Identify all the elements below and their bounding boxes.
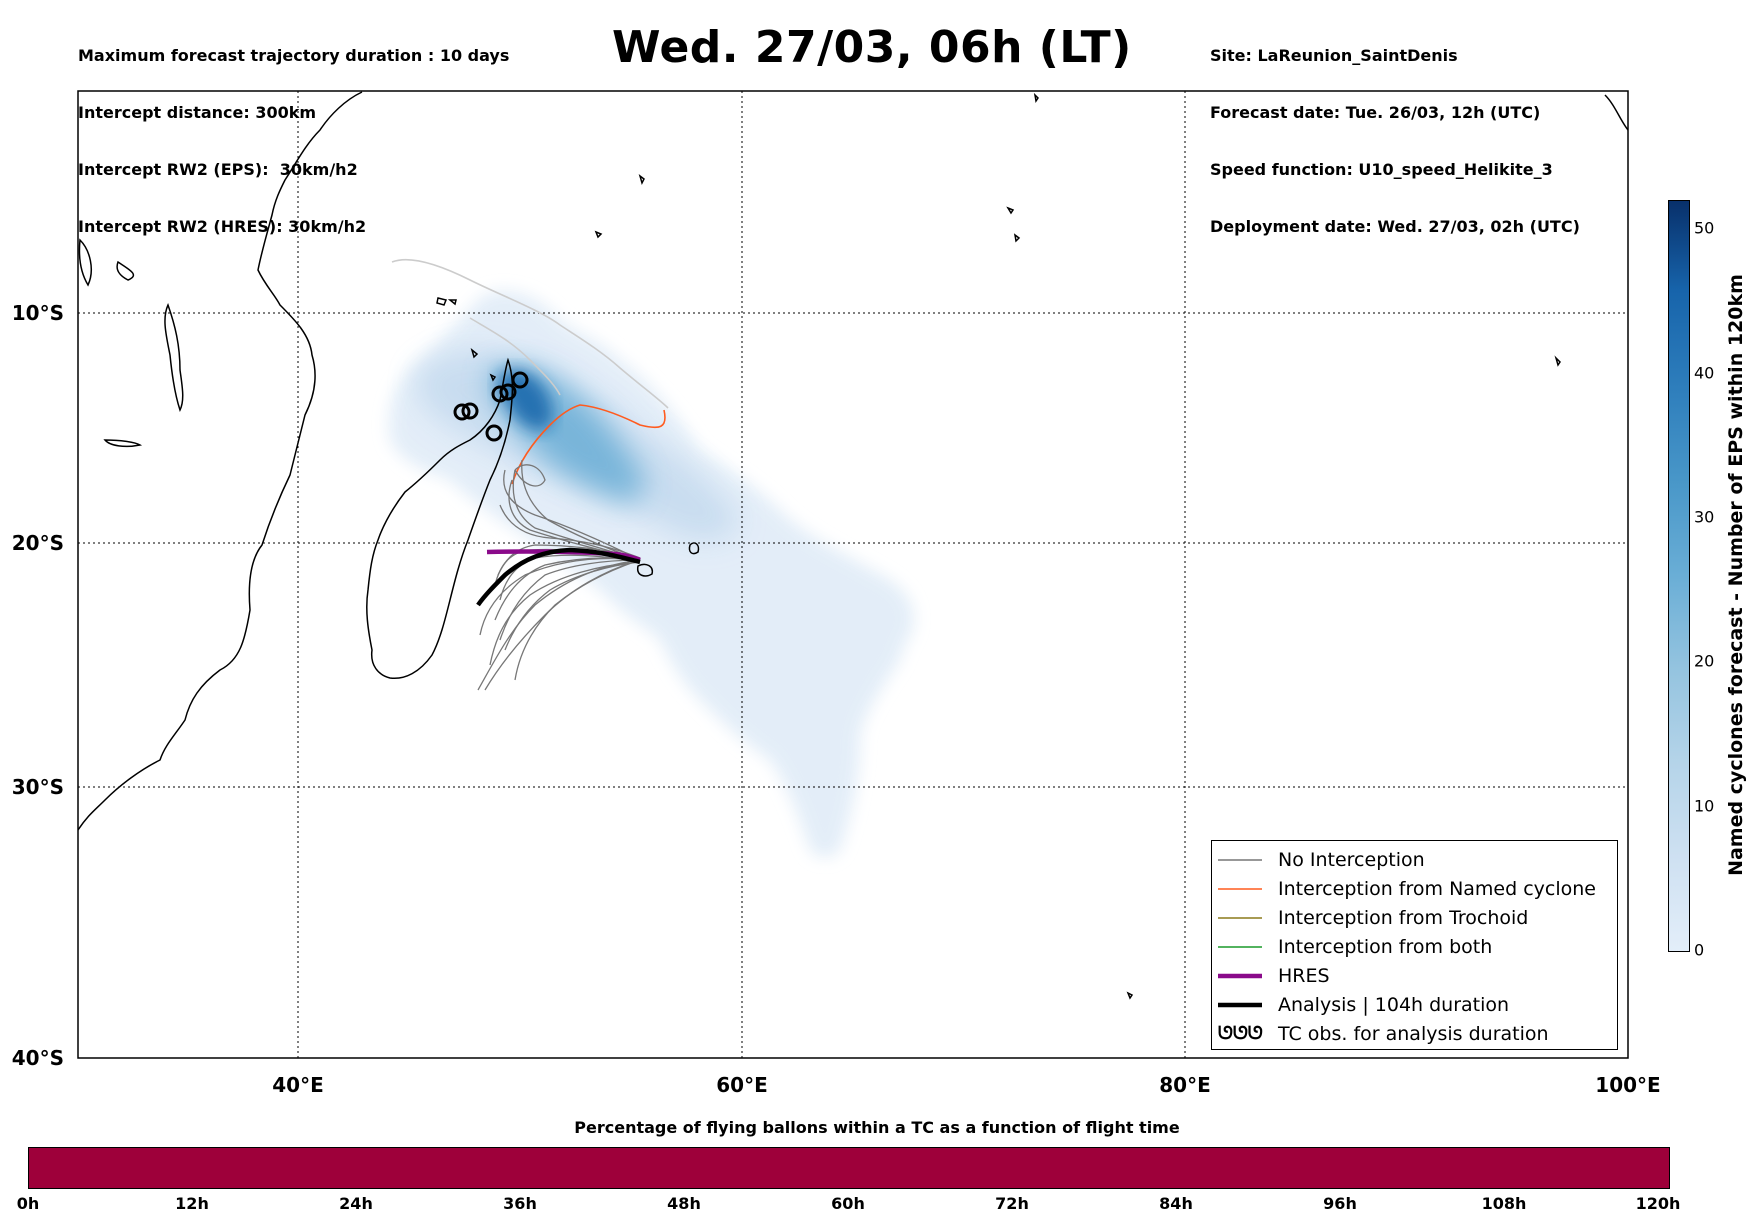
site-line: Speed function: U10_speed_Helikite_3: [1210, 160, 1553, 179]
flight-time-bar-title: Percentage of flying ballons within a TC…: [574, 1118, 1180, 1137]
legend-item: Analysis | 104h duration: [1212, 990, 1509, 1019]
time-tick: 96h: [1323, 1194, 1357, 1213]
legend-swatch: [1218, 1002, 1262, 1007]
time-tick: 36h: [503, 1194, 537, 1213]
tc-observations: [453, 371, 529, 442]
eps-density-field: [388, 290, 914, 858]
ensemble-trajectories: [477, 459, 641, 691]
param-line: Intercept RW2 (HRES): 30km/h2: [78, 217, 367, 236]
legend-item: Interception from Trochoid: [1212, 903, 1528, 932]
legend-item: No Interception: [1212, 845, 1425, 874]
previous-track: [469, 317, 561, 396]
lon-label: 60°E: [716, 1073, 768, 1097]
time-tick: 108h: [1481, 1194, 1527, 1213]
time-tick: 48h: [667, 1194, 701, 1213]
param-line: Intercept distance: 300km: [78, 103, 317, 122]
colorbar-tick: 40: [1694, 363, 1715, 383]
colorbar-tick: 30: [1694, 507, 1715, 527]
lat-label: 30°S: [12, 775, 64, 799]
legend-label: No Interception: [1278, 848, 1425, 871]
colorbar-tick: 50: [1694, 218, 1715, 238]
param-line: Intercept RW2 (EPS): 30km/h2: [78, 160, 358, 179]
legend-label: Interception from Named cyclone: [1278, 877, 1596, 900]
lon-label: 100°E: [1595, 1073, 1660, 1097]
legend-label: Interception from both: [1278, 935, 1493, 958]
lon-label: 40°E: [272, 1073, 324, 1097]
lon-label: 80°E: [1159, 1073, 1211, 1097]
page-title: Wed. 27/03, 06h (LT): [612, 22, 1132, 73]
time-tick: 12h: [175, 1194, 209, 1213]
time-tick: 24h: [339, 1194, 373, 1213]
legend-label: Analysis | 104h duration: [1278, 993, 1510, 1016]
time-tick: 60h: [831, 1194, 865, 1213]
time-tick: 72h: [995, 1194, 1029, 1213]
legend-swatch: [1218, 858, 1262, 861]
site-information: Site: LaReunion_SaintDenis Forecast date…: [1210, 8, 1580, 255]
site-line: Deployment date: Wed. 27/03, 02h (UTC): [1210, 217, 1580, 236]
legend-label: TC obs. for analysis duration: [1278, 1022, 1549, 1045]
time-tick: 0h: [16, 1194, 40, 1213]
legend-item: HRES: [1212, 961, 1330, 990]
flight-time-bar: [28, 1147, 1670, 1189]
colorbar-tick: 20: [1694, 651, 1715, 671]
map-frame: [77, 90, 1629, 1059]
param-line: Maximum forecast trajectory duration : 1…: [78, 46, 510, 65]
forecast-parameters: Maximum forecast trajectory duration : 1…: [78, 8, 509, 255]
legend-swatch: [1218, 973, 1262, 978]
legend-item: Interception from both: [1212, 932, 1492, 961]
legend-swatch: [1218, 887, 1262, 890]
tc-symbol-icon: ᘎᘎᘎ: [1218, 1023, 1263, 1044]
legend-item: ᘎᘎᘎ TC obs. for analysis duration: [1212, 1019, 1549, 1048]
named-cyclone-track: [511, 404, 666, 485]
lat-label: 40°S: [12, 1046, 64, 1070]
colorbar-tick: 10: [1694, 796, 1715, 816]
density-colorbar: [1668, 200, 1690, 952]
legend-swatch: [1218, 945, 1262, 948]
time-tick: 84h: [1159, 1194, 1193, 1213]
lat-label: 20°S: [12, 531, 64, 555]
coastlines: [78, 91, 1628, 1000]
time-tick: 120h: [1635, 1194, 1681, 1213]
previous-track: [391, 258, 669, 409]
legend-swatch: [1218, 916, 1262, 919]
legend-item: Interception from Named cyclone: [1212, 874, 1596, 903]
colorbar-tick: 0: [1694, 940, 1705, 960]
legend-label: HRES: [1278, 964, 1330, 987]
map-legend: No Interception Interception from Named …: [1211, 840, 1618, 1050]
site-line: Forecast date: Tue. 26/03, 12h (UTC): [1210, 103, 1541, 122]
analysis-track: [476, 547, 641, 607]
legend-label: Interception from Trochoid: [1278, 906, 1529, 929]
gridlines: [78, 91, 1628, 1058]
lat-label: 10°S: [12, 301, 64, 325]
site-line: Site: LaReunion_SaintDenis: [1210, 46, 1458, 65]
colorbar-title: Named cyclones forecast - Number of EPS …: [1725, 274, 1747, 876]
